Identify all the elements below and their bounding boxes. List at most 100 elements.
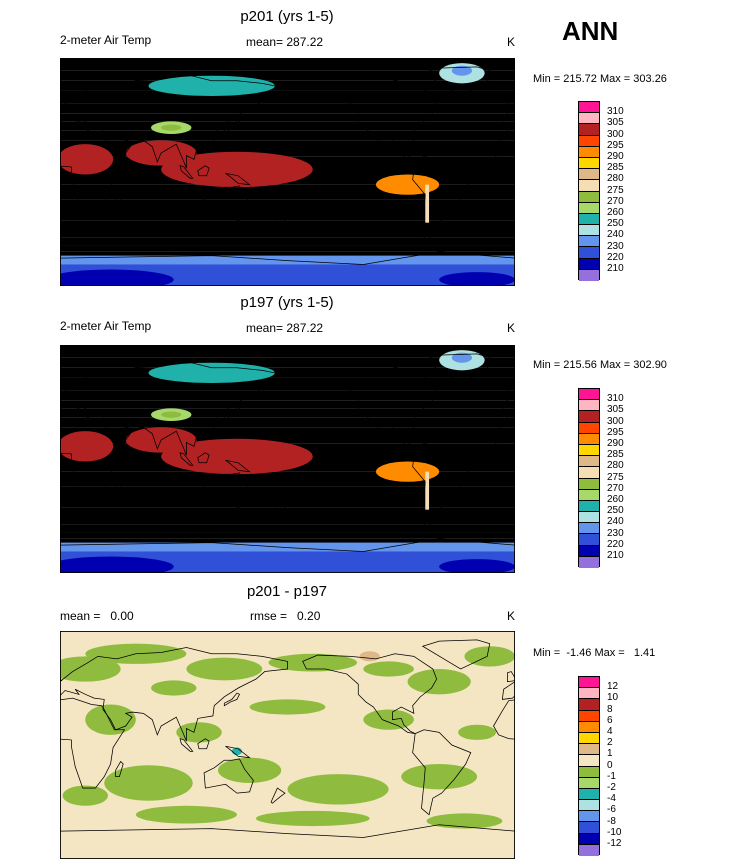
temperature-band [60, 507, 515, 516]
newguinea-outline [225, 459, 251, 473]
colorbar-swatch [579, 800, 599, 812]
colorbar-swatch [579, 523, 599, 535]
diff-negative-region [363, 661, 414, 677]
temperature-band [60, 345, 515, 358]
temperature-band [60, 532, 515, 539]
diff-negative-region [268, 653, 358, 672]
temperature-band [60, 80, 515, 91]
colorbar-tick-label: 230 [607, 240, 624, 252]
colorbar-swatch [579, 124, 599, 136]
colorbar-tick-label: 275 [607, 184, 624, 196]
colorbar-swatch [579, 236, 599, 248]
colorbar-swatch [579, 677, 599, 689]
panel-3-title: p201 - p197 [246, 583, 328, 600]
cool-tongue [375, 461, 440, 482]
panel-2-units: K [507, 321, 516, 335]
colorbar-tick-label: 6 [607, 714, 613, 726]
warm-pool [161, 438, 313, 475]
coastlines [60, 353, 515, 552]
antarctica-outline [60, 538, 515, 552]
colorbar-swatch [579, 258, 599, 270]
nz-outline [270, 501, 286, 518]
diff-negative-region [217, 757, 282, 783]
temperature-band [60, 367, 515, 378]
temperature-band [60, 516, 515, 525]
antarctic-core [60, 556, 174, 573]
diff-negative-region [186, 657, 263, 681]
japan-outline [223, 406, 240, 421]
colorbar-tick-label: 310 [607, 393, 624, 405]
colorbar-swatch [579, 213, 599, 226]
colorbar-tick-label: 305 [607, 404, 624, 416]
temperature-band [60, 90, 515, 104]
colorbar-swatch [579, 478, 599, 490]
sumatra-outline [179, 452, 194, 466]
colorbar-swatch [579, 534, 599, 546]
colorbar-swatch [579, 169, 599, 181]
diff-negative-region [60, 656, 121, 682]
eurasia-outline [60, 361, 288, 456]
colorbar-tick-label: 300 [607, 415, 624, 427]
colorbar-tick-label: -4 [607, 793, 616, 805]
eurasia-outline [60, 74, 288, 169]
panel-2-variable-label: 2-meter Air Temp [60, 319, 152, 333]
diff-negative-region [458, 724, 497, 740]
colorbar-swatch [579, 732, 599, 745]
borneo-outline [197, 165, 210, 177]
colorbar-swatch [579, 202, 599, 214]
diff-negative-region [151, 680, 197, 696]
temperature-band [60, 210, 515, 221]
colorbar-tick-label: 290 [607, 438, 624, 449]
colorbar-swatch [579, 777, 599, 789]
colorbar-tick-label: 295 [607, 426, 624, 438]
cool-tongue [375, 174, 440, 195]
sumatra-outline [179, 165, 194, 179]
colorbar-tick-label: 210 [607, 550, 624, 561]
samerica-outline [412, 156, 472, 243]
temperature-band [60, 58, 515, 71]
coastlines [60, 66, 515, 265]
panel-3-map [60, 631, 515, 859]
namerica-outline [302, 653, 438, 734]
colorbar-tick-label: 0 [607, 759, 613, 771]
panel-2-title: p197 (yrs 1-5) [240, 294, 334, 311]
siberia-cold [148, 75, 275, 96]
sumatra-outline [179, 738, 194, 752]
panel-1-colorbar [578, 101, 600, 281]
panel-2-mean-label: mean= 287.22 [246, 321, 324, 335]
eurasia-outline [60, 647, 288, 742]
colorbar-tick-label: 240 [607, 516, 624, 528]
panel-3-minmax: Min = -1.46 Max = 1.41 [533, 647, 656, 659]
nz-outline [270, 214, 286, 231]
colorbar-swatch [579, 422, 599, 434]
antarctica-outline [60, 251, 515, 265]
diff-negative-region [62, 785, 109, 806]
panel-1-title: p201 (yrs 1-5) [240, 8, 334, 25]
colorbar-swatch [579, 556, 599, 568]
antarctic-core [60, 269, 174, 286]
africa-outline [60, 697, 126, 789]
temperature-band [60, 486, 515, 497]
colorbar-tick-label: 300 [607, 128, 624, 140]
temperature-band [60, 357, 515, 368]
colorbar-swatch [579, 512, 599, 524]
map-svg [60, 345, 515, 573]
colorbar-tick-label: 260 [607, 207, 624, 218]
borneo-outline [197, 738, 210, 750]
colorbar-tick-label: 8 [607, 703, 613, 715]
colorbar-swatch [579, 766, 599, 778]
australia-outline [203, 758, 254, 794]
antarctica-outline [60, 824, 515, 838]
temperature-band [60, 408, 515, 418]
diff-negative-region [407, 669, 471, 695]
colorbar-swatch [579, 444, 599, 457]
map-frame [60, 345, 515, 573]
colorbar-swatch [579, 113, 599, 125]
tibet-cold-core [161, 411, 182, 418]
antarctic-core [439, 559, 515, 573]
nz-outline [270, 787, 286, 804]
colorbar-swatch [579, 811, 599, 823]
colorbar-tick-label: 305 [607, 117, 624, 129]
colorbar-swatch [579, 180, 599, 192]
temperature-band [60, 103, 515, 114]
